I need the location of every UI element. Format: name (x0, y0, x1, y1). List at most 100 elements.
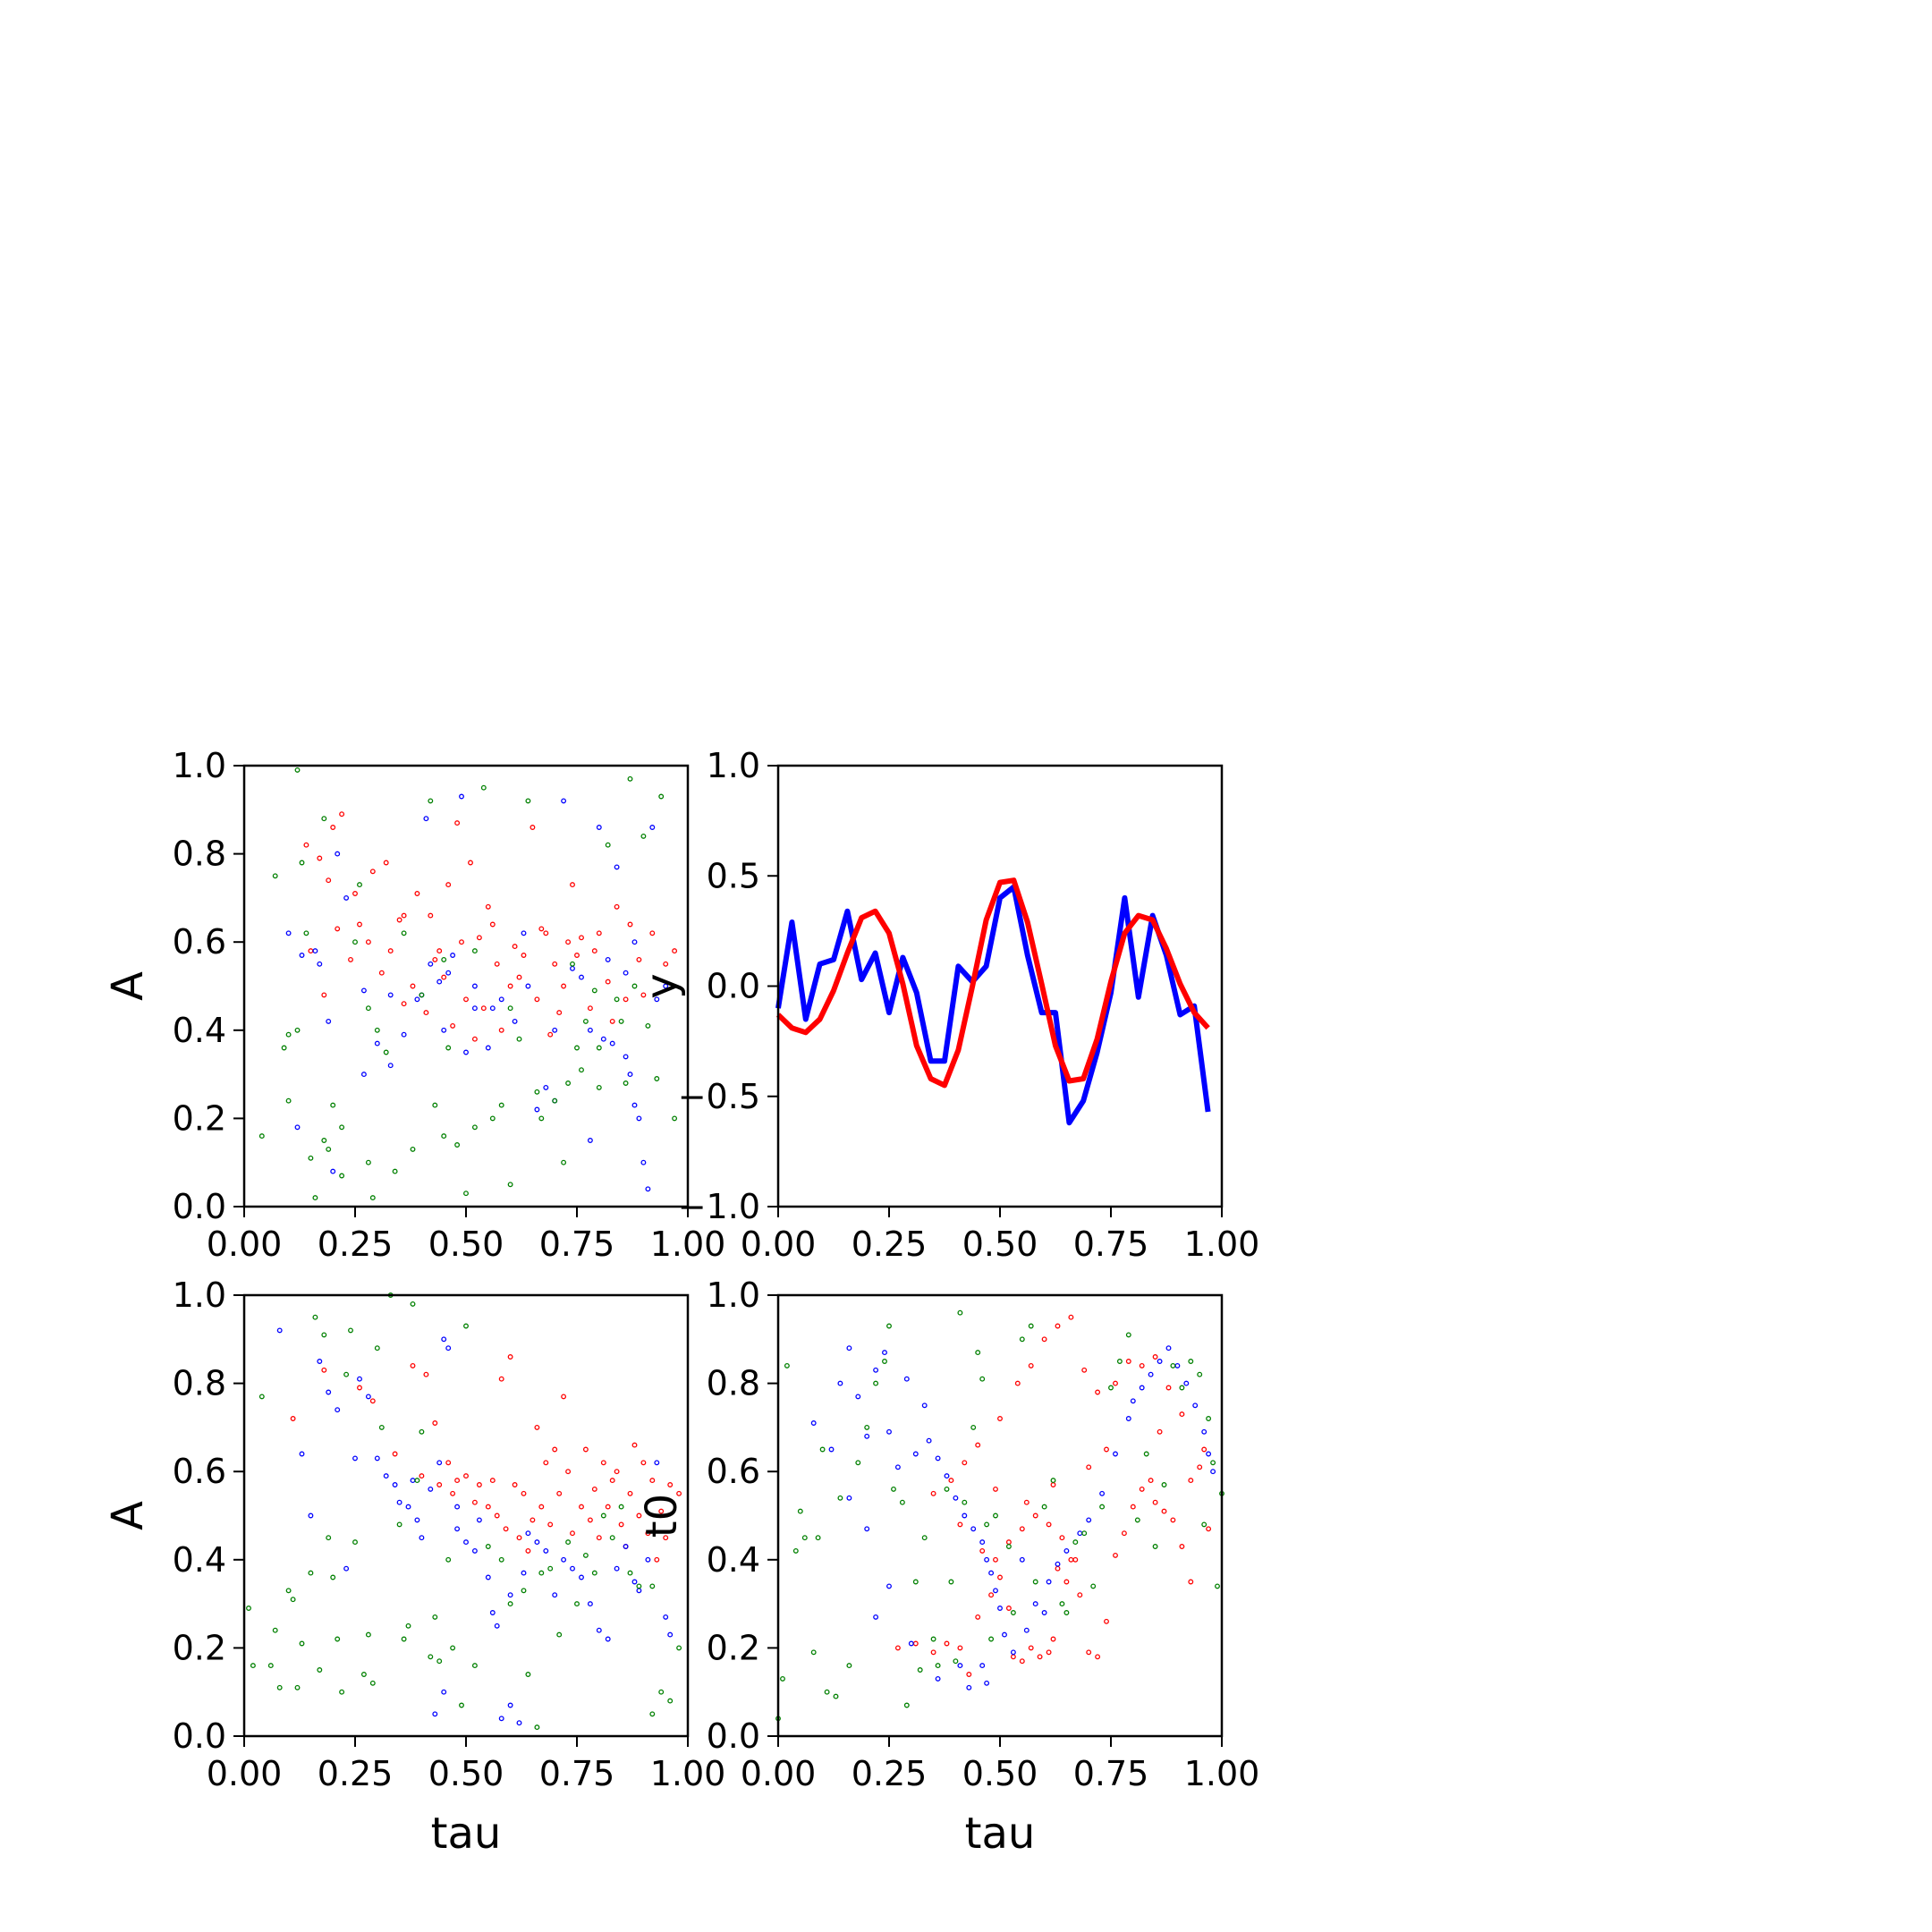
scatter-point (828, 1446, 835, 1453)
scatter-point (966, 1684, 972, 1690)
scatter-point (543, 1547, 549, 1554)
scatter-point (401, 1636, 407, 1642)
scatter-point (463, 1191, 469, 1197)
scatter-point (873, 1380, 879, 1386)
scatter-point (330, 1168, 336, 1174)
scatter-point (873, 1614, 879, 1620)
scatter-point (1099, 1504, 1106, 1510)
scatter-point (623, 996, 629, 1003)
y-tick-label: 0.4 (173, 1540, 226, 1580)
scatter-point (471, 1124, 478, 1131)
scatter-point (1063, 1610, 1070, 1615)
scatter-point (1152, 1544, 1158, 1549)
y-tick-label: 0.8 (173, 835, 226, 874)
scatter-point (312, 948, 318, 954)
scatter-point (299, 860, 305, 866)
scatter-point (414, 891, 420, 896)
scatter-point (308, 1570, 314, 1576)
scatter-point (414, 1478, 420, 1484)
scatter-point (921, 1535, 928, 1541)
scatter-point (600, 1036, 606, 1042)
scatter-point (815, 1535, 821, 1541)
scatter-point (1014, 1380, 1021, 1386)
y-tick-label: 0.6 (173, 922, 226, 962)
scatter-point (1134, 1517, 1140, 1523)
scatter-point (570, 1530, 575, 1537)
scatter-point (636, 1513, 642, 1519)
scatter-point (605, 842, 611, 848)
scatter-point (645, 1022, 651, 1029)
scatter-point (631, 1579, 638, 1585)
scatter-point (1028, 1323, 1034, 1329)
scatter-point (966, 1672, 972, 1677)
scatter-point (335, 926, 341, 932)
scatter-point (654, 1460, 660, 1466)
scatter-point (365, 1394, 371, 1400)
scatter-point (979, 1539, 986, 1546)
x-tick-label: 0.25 (852, 1224, 928, 1264)
scatter-point (837, 1380, 843, 1386)
scatter-point (463, 1473, 469, 1479)
scatter-point (596, 825, 602, 830)
scatter-point (1179, 1385, 1185, 1391)
scatter-point (454, 1526, 461, 1532)
scatter-point (410, 1146, 416, 1152)
scatter-point (552, 961, 558, 967)
scatter-point (1148, 1371, 1154, 1377)
y-tick-label: 0.0 (707, 967, 760, 1006)
scatter-point (538, 1504, 545, 1510)
scatter-point (352, 891, 358, 896)
scatter-point (507, 1005, 513, 1012)
scatter-point (614, 1565, 620, 1572)
scatter-point (631, 939, 638, 945)
scatter-point (476, 935, 482, 941)
scatter-point (979, 1376, 986, 1382)
scatter-point (658, 793, 665, 800)
scatter-point (627, 775, 633, 782)
scatter-point (979, 1547, 986, 1554)
scatter-point (414, 1517, 420, 1523)
scatter-point (623, 1080, 629, 1086)
scatter-point (561, 1556, 567, 1563)
scatter-point (649, 1583, 656, 1589)
scatter-point (547, 1565, 554, 1572)
scatter-point (623, 1054, 629, 1060)
scatter-point (997, 1606, 1003, 1611)
scatter-point (1072, 1539, 1079, 1546)
scatter-point (957, 1521, 963, 1528)
scatter-point (258, 1394, 265, 1400)
scatter-point (1055, 1561, 1061, 1567)
scatter-point (471, 1005, 478, 1012)
scatter-point (886, 1583, 892, 1589)
scatter-point (1130, 1504, 1136, 1510)
scatter-point (903, 1376, 910, 1382)
scatter-point (494, 1623, 500, 1629)
scatter-point (369, 1680, 376, 1686)
scatter-point (672, 1115, 678, 1122)
scatter-point (953, 1658, 959, 1665)
scatter-point (917, 1667, 923, 1673)
scatter-point (485, 1544, 491, 1549)
scatter-point (1210, 1469, 1216, 1475)
scatter-point (1108, 1385, 1114, 1391)
scatter-point (312, 1314, 318, 1320)
scatter-point (516, 1036, 522, 1042)
scatter-point (525, 1547, 531, 1554)
scatter-point (516, 1720, 522, 1726)
scatter-point (303, 930, 309, 936)
scatter-point (436, 1460, 443, 1466)
scatter-point (570, 1565, 575, 1572)
scatter-point (1197, 1464, 1203, 1470)
scatter-point (450, 1645, 456, 1651)
scatter-point (1170, 1517, 1176, 1523)
scatter-point (330, 1102, 336, 1108)
subplot-grid: 0.00 0.25 0.50 0.75 1.000.00.20.40.60.81.0A0… (103, 746, 1259, 1859)
scatter-point (285, 1031, 292, 1038)
scatter-point (1113, 1380, 1118, 1386)
scatter-point (383, 860, 389, 866)
scatter-point (1152, 1354, 1158, 1360)
scatter-point (903, 1702, 910, 1708)
scatter-point (428, 1486, 434, 1492)
scatter-point (489, 1478, 496, 1484)
y-tick-label: 1.0 (707, 746, 760, 785)
